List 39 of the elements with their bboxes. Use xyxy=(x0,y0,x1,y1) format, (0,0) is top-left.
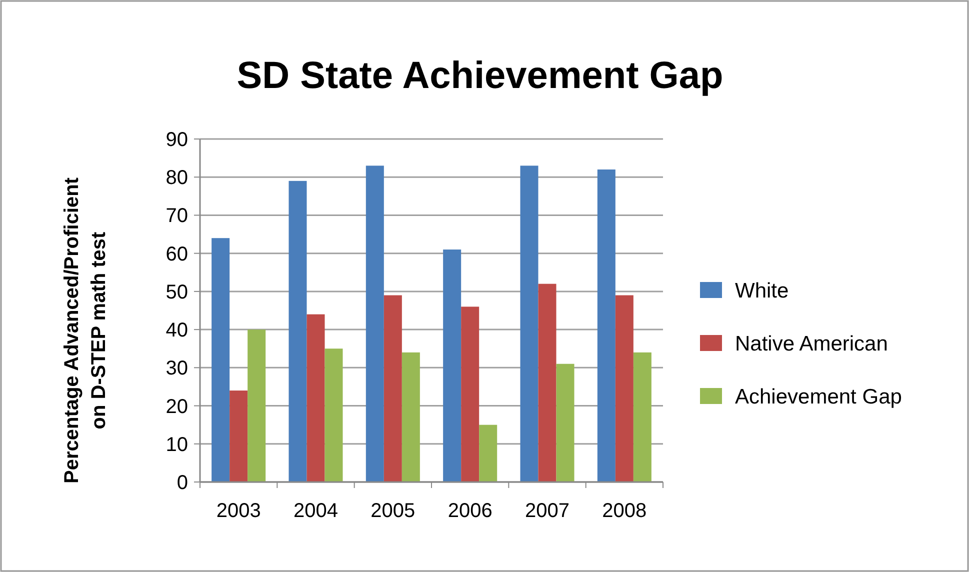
y-tick-label: 60 xyxy=(166,243,188,266)
x-tick-label: 2003 xyxy=(216,500,261,522)
bar xyxy=(384,295,402,482)
bar xyxy=(461,306,480,482)
y-axis-title: Percentage Advanced/Proficient on D-STEP math test xyxy=(61,177,110,484)
bar xyxy=(597,169,616,482)
bar xyxy=(230,390,248,482)
x-tick-label: 2006 xyxy=(448,500,492,522)
y-tick-label: 0 xyxy=(176,472,188,494)
chart-title: SD State Achievement Gap xyxy=(236,55,724,97)
x-tick-label: 2008 xyxy=(602,500,647,522)
legend-label: White xyxy=(735,279,789,302)
x-tick-label: 2007 xyxy=(525,500,570,522)
bar xyxy=(520,166,538,482)
bar xyxy=(538,284,556,482)
bar xyxy=(633,352,652,482)
y-tick-label: 80 xyxy=(166,167,188,190)
x-tick-label: 2004 xyxy=(294,500,338,522)
bar xyxy=(615,295,634,482)
y-tick-label: 50 xyxy=(166,281,188,304)
bar xyxy=(366,166,384,482)
legend-label: Native American xyxy=(735,332,888,356)
x-tick-label: 2005 xyxy=(370,500,416,522)
y-tick-label: 20 xyxy=(166,396,188,418)
y-tick-label: 90 xyxy=(166,129,188,151)
y-tick-label: 30 xyxy=(166,358,188,380)
y-tick-label: 10 xyxy=(166,434,188,456)
bar xyxy=(248,330,266,482)
bar xyxy=(556,364,574,482)
bar xyxy=(288,180,307,482)
bar xyxy=(479,424,498,482)
bar xyxy=(306,314,325,482)
y-tick-label: 70 xyxy=(166,205,188,228)
bar xyxy=(212,238,230,482)
bar xyxy=(402,352,420,482)
y-tick-label: 40 xyxy=(166,320,188,342)
legend-label: Achievement Gap xyxy=(735,385,902,408)
bar xyxy=(443,250,462,482)
bar xyxy=(324,348,343,482)
